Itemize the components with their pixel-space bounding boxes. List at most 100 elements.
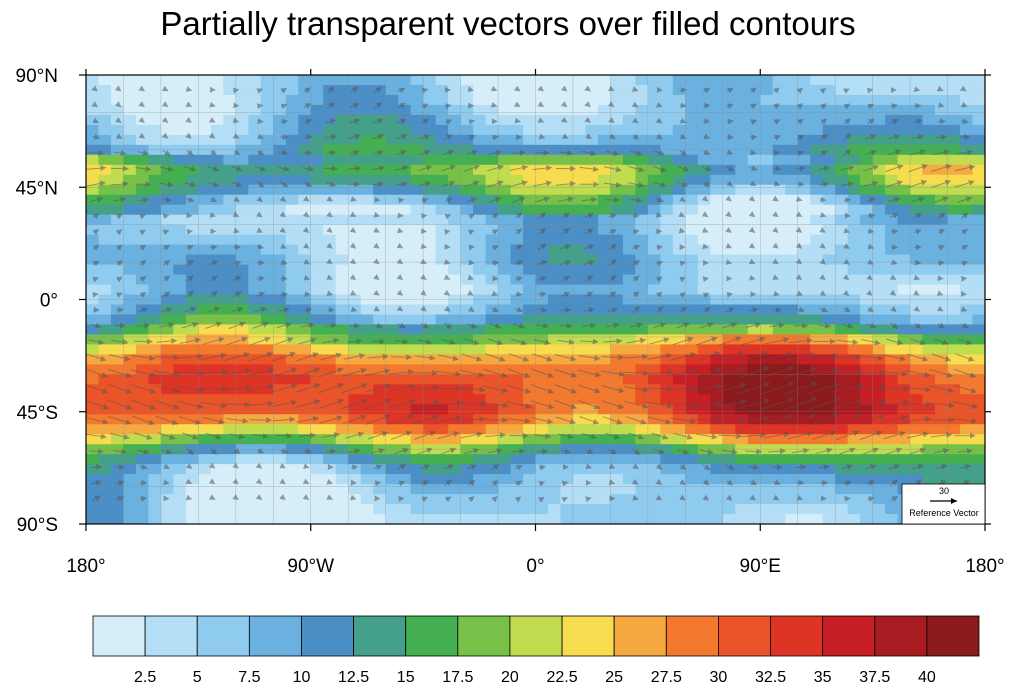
- vector-arrow: [833, 413, 863, 426]
- contour-cell: [960, 444, 974, 455]
- contour-cell: [473, 294, 487, 306]
- contour-cell: [760, 404, 774, 415]
- contour-cell: [760, 314, 774, 326]
- contour-cell: [672, 454, 686, 465]
- contour-cell: [572, 75, 587, 86]
- contour-cell: [198, 104, 212, 116]
- vector-arrow: [738, 350, 769, 363]
- contour-cell: [448, 474, 462, 485]
- vector-arrow: [890, 259, 898, 265]
- contour-cell: [972, 324, 985, 336]
- contour-cell: [285, 214, 299, 226]
- contour-cell: [610, 474, 624, 485]
- contour-cell: [498, 114, 512, 126]
- contour-cell: [248, 464, 262, 475]
- contour-cell: [198, 344, 212, 355]
- colorbar-label: 10: [293, 669, 311, 686]
- contour-cell: [335, 324, 349, 336]
- contour-cell: [385, 354, 399, 365]
- contour-cell: [123, 174, 137, 186]
- vector-arrow: [737, 365, 770, 380]
- contour-cell: [248, 224, 262, 236]
- contour-cell: [622, 494, 636, 505]
- contour-cell: [98, 114, 112, 126]
- contour-cell: [710, 114, 724, 126]
- contour-cell: [922, 75, 936, 86]
- contour-cell: [323, 214, 337, 226]
- contour-cell: [885, 284, 899, 296]
- contour-cell: [473, 194, 487, 206]
- vector-arrow: [177, 353, 204, 360]
- contour-cell: [560, 284, 574, 296]
- contour-cell: [348, 324, 362, 336]
- vector-arrow: [654, 150, 666, 156]
- contour-cell: [710, 284, 724, 296]
- contour-cell: [597, 114, 612, 126]
- contour-cell: [260, 374, 274, 385]
- contour-cell: [86, 114, 100, 126]
- vector-arrow: [255, 494, 263, 501]
- contour-cell: [298, 444, 312, 455]
- contour-cell: [86, 294, 100, 306]
- contour-cell: [498, 154, 512, 166]
- contour-cell: [385, 424, 399, 435]
- contour-cell: [423, 204, 437, 216]
- contour-cell: [772, 354, 786, 365]
- vector-arrow: [303, 463, 310, 470]
- contour-cell: [847, 374, 861, 385]
- contour-cell: [448, 514, 462, 524]
- contour-cell: [323, 444, 337, 455]
- contour-cell: [597, 144, 612, 156]
- contour-cell: [535, 384, 549, 395]
- contour-cell: [285, 354, 299, 365]
- contour-cell: [760, 284, 774, 296]
- contour-cell: [547, 414, 562, 425]
- contour-cell: [772, 334, 786, 345]
- contour-cell: [572, 214, 587, 226]
- vector-arrow: [417, 447, 433, 455]
- contour-cell: [685, 144, 699, 156]
- contour-cell: [585, 344, 599, 355]
- contour-cell: [897, 374, 911, 385]
- vector-arrow: [199, 369, 229, 376]
- contour-cell: [460, 484, 474, 495]
- contour-cell: [847, 394, 861, 405]
- contour-cell: [822, 274, 836, 286]
- colorbar-label: 15: [397, 669, 415, 686]
- contour-cell: [547, 254, 562, 266]
- contour-cell: [460, 314, 474, 326]
- contour-cell: [123, 404, 137, 415]
- vector-arrow: [831, 368, 864, 376]
- vector-arrow: [92, 213, 100, 220]
- contour-cell: [660, 424, 674, 435]
- contour-cell: [835, 304, 849, 316]
- contour-cell: [922, 114, 936, 126]
- contour-cell: [223, 284, 237, 296]
- contour-cell: [960, 144, 974, 156]
- contour-cell: [947, 394, 961, 405]
- vector-arrow: [603, 166, 622, 173]
- contour-cell: [210, 364, 224, 375]
- vector-arrow: [280, 243, 287, 249]
- contour-cell: [697, 374, 711, 385]
- contour-cell: [535, 504, 549, 515]
- vector-arrow: [157, 432, 176, 440]
- vector-arrow: [326, 274, 333, 280]
- contour-cell: [460, 344, 474, 355]
- contour-cell: [248, 424, 262, 435]
- contour-cell: [872, 164, 886, 176]
- contour-cell: [98, 244, 112, 256]
- vector-arrow: [560, 116, 568, 123]
- contour-cell: [448, 224, 462, 236]
- contour-cell: [535, 234, 549, 246]
- contour-cell: [635, 344, 649, 355]
- contour-cell: [135, 384, 150, 395]
- contour-cell: [385, 174, 399, 186]
- contour-cell: [298, 274, 312, 286]
- contour-cell: [547, 214, 562, 226]
- vector-arrow: [233, 227, 240, 234]
- contour-cell: [248, 514, 262, 524]
- contour-cell: [360, 454, 374, 465]
- contour-cell: [585, 414, 599, 425]
- contour-cell: [797, 144, 811, 156]
